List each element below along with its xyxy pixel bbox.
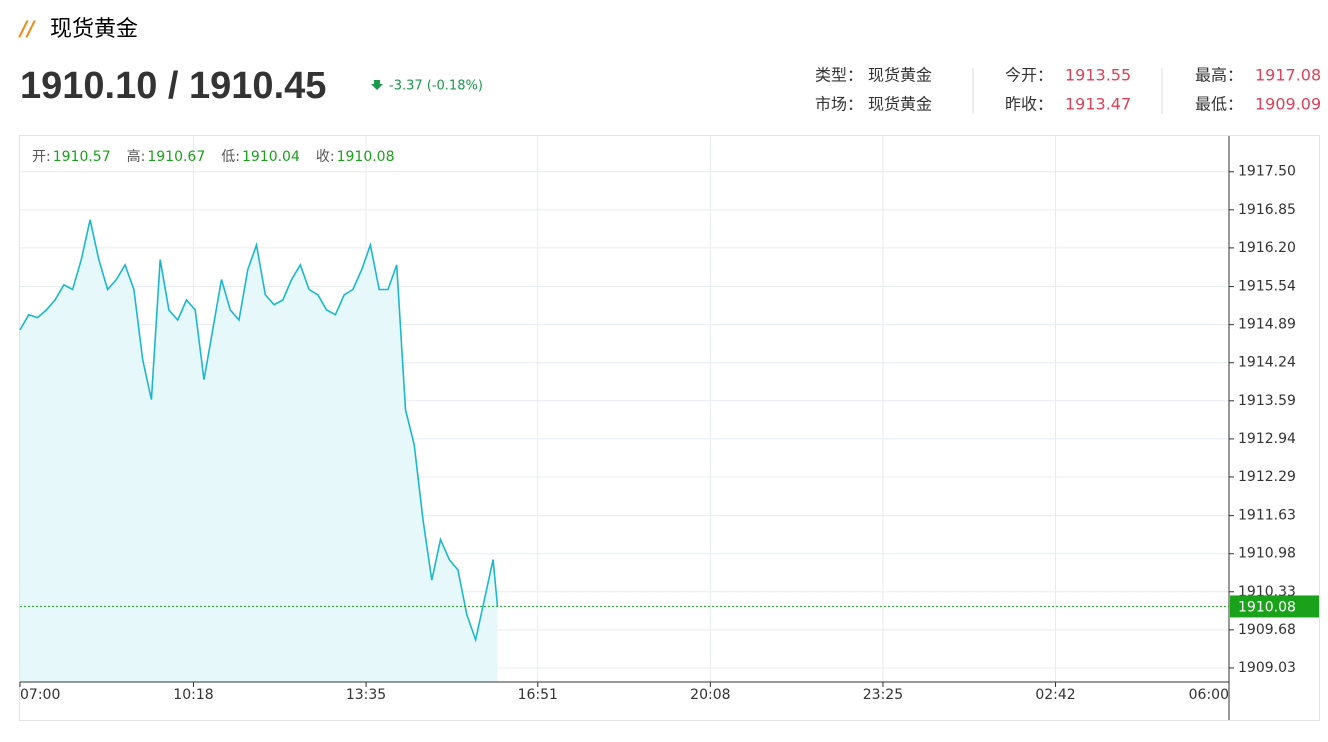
ohlc-label: 低: bbox=[221, 149, 240, 165]
info-value: 1909.09 bbox=[1255, 95, 1321, 114]
x-tick-label: 06:00 bbox=[1189, 687, 1229, 703]
y-tick-label: 1910.98 bbox=[1238, 546, 1296, 562]
info-label: 最低： bbox=[1195, 95, 1243, 114]
ohlc-value: 1910.57 bbox=[53, 149, 111, 165]
last-label: 1910.08 bbox=[1238, 599, 1296, 615]
last-box bbox=[1230, 595, 1319, 618]
info-label: 今开： bbox=[1005, 66, 1053, 85]
x-tick-label: 13:35 bbox=[346, 687, 386, 703]
ohlc-label: 开: bbox=[32, 149, 51, 165]
info-label: 类型： bbox=[815, 66, 863, 85]
y-tick-label: 1914.24 bbox=[1238, 355, 1296, 371]
ohlc-value: 1910.67 bbox=[147, 149, 205, 165]
price: 1910.10 / 1910.45 bbox=[20, 65, 326, 107]
x-tick-label: 07:00 bbox=[20, 687, 60, 703]
x-tick-label: 20:08 bbox=[690, 687, 730, 703]
y-tick-label: 1916.20 bbox=[1238, 240, 1296, 256]
y-tick-label: 1909.68 bbox=[1238, 622, 1296, 638]
ohlc-label: 收: bbox=[316, 149, 335, 165]
info-label: 昨收： bbox=[1005, 95, 1053, 114]
x-tick-label: 23:25 bbox=[863, 687, 903, 703]
info-value: 现货黄金 bbox=[868, 66, 932, 85]
ohlc-value: 1910.04 bbox=[242, 149, 300, 165]
info-value: 现货黄金 bbox=[868, 95, 932, 114]
title: 现货黄金 bbox=[50, 17, 138, 42]
logo: // bbox=[18, 17, 36, 41]
y-tick-label: 1916.85 bbox=[1238, 202, 1296, 218]
y-tick-label: 1912.29 bbox=[1238, 469, 1296, 485]
x-tick-label: 10:18 bbox=[173, 687, 213, 703]
y-tick-label: 1915.54 bbox=[1238, 279, 1296, 295]
x-tick-label: 02:42 bbox=[1035, 687, 1075, 703]
y-tick-label: 1911.63 bbox=[1238, 508, 1296, 524]
down-arrow bbox=[371, 80, 383, 90]
y-tick-label: 1909.03 bbox=[1238, 660, 1296, 676]
info-value: 1917.08 bbox=[1255, 66, 1321, 85]
price-line bbox=[19, 219, 499, 643]
info-value: 1913.55 bbox=[1065, 66, 1131, 85]
change: -3.37 (-0.18%) bbox=[389, 79, 483, 94]
y-tick-label: 1917.50 bbox=[1238, 164, 1296, 180]
ohlc-label: 高: bbox=[127, 148, 146, 165]
y-tick-label: 1914.89 bbox=[1238, 317, 1296, 333]
ohlc-value: 1910.08 bbox=[337, 149, 395, 165]
x-tick-label: 16:51 bbox=[518, 687, 558, 703]
info-label: 最高： bbox=[1195, 66, 1243, 85]
info-label: 市场： bbox=[815, 95, 863, 114]
y-tick-label: 1913.59 bbox=[1238, 393, 1296, 409]
area bbox=[20, 219, 498, 683]
info-value: 1913.47 bbox=[1065, 95, 1131, 114]
y-tick-label: 1912.94 bbox=[1238, 431, 1296, 447]
chart-frame bbox=[19, 135, 1320, 721]
